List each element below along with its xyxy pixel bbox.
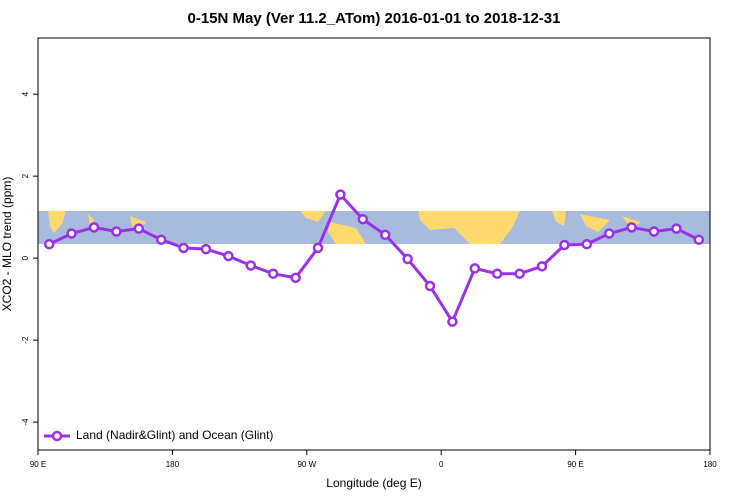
y-axis-label: XCO2 - MLO trend (ppm) xyxy=(0,177,14,312)
x-tick-label: 90 W xyxy=(297,460,316,469)
data-point xyxy=(133,223,145,234)
data-point xyxy=(424,280,436,292)
data-point xyxy=(491,268,503,279)
data-point xyxy=(178,242,189,254)
data-point xyxy=(447,316,458,327)
x-tick-label: 90 E xyxy=(567,460,583,469)
y-tick-label: 0 xyxy=(21,255,30,260)
data-point xyxy=(66,228,77,239)
data-point xyxy=(514,268,525,279)
x-tick-label: 180 xyxy=(703,460,717,469)
data-point xyxy=(626,222,637,233)
x-axis-label: Longitude (deg E) xyxy=(326,476,421,490)
data-point xyxy=(155,234,167,245)
data-point xyxy=(88,222,100,233)
y-tick-label: -4 xyxy=(21,418,30,426)
data-point xyxy=(43,238,55,250)
data-point xyxy=(379,229,391,241)
data-point xyxy=(290,272,301,284)
y-tick-label: 2 xyxy=(21,173,30,178)
data-point xyxy=(267,268,279,279)
data-point xyxy=(581,238,593,250)
data-point xyxy=(603,228,615,239)
data-point xyxy=(469,263,481,274)
x-tick-label: 180 xyxy=(166,460,180,469)
chart-title: 0-15N May (Ver 11.2_ATom) 2016-01-01 to … xyxy=(188,10,561,27)
data-point xyxy=(671,223,682,234)
x-tick-label: 0 xyxy=(439,460,444,469)
y-tick-label: 4 xyxy=(21,91,30,96)
data-point xyxy=(559,239,570,251)
legend-marker xyxy=(51,430,63,442)
data-point xyxy=(536,261,548,272)
plot-frame xyxy=(37,37,711,451)
x-tick-label: 90 E xyxy=(30,460,46,469)
data-point xyxy=(200,243,212,255)
data-point xyxy=(648,226,660,237)
data-point xyxy=(357,213,369,225)
data-point xyxy=(111,226,122,237)
map-band xyxy=(38,211,710,244)
data-point xyxy=(335,189,346,200)
data-point xyxy=(693,234,705,245)
data-point xyxy=(223,250,234,262)
legend-label: Land (Nadir&Glint) and Ocean (Glint) xyxy=(76,428,273,442)
y-tick-label: -2 xyxy=(21,336,30,344)
data-point xyxy=(245,260,257,271)
data-point xyxy=(402,253,413,265)
data-point xyxy=(312,242,324,254)
